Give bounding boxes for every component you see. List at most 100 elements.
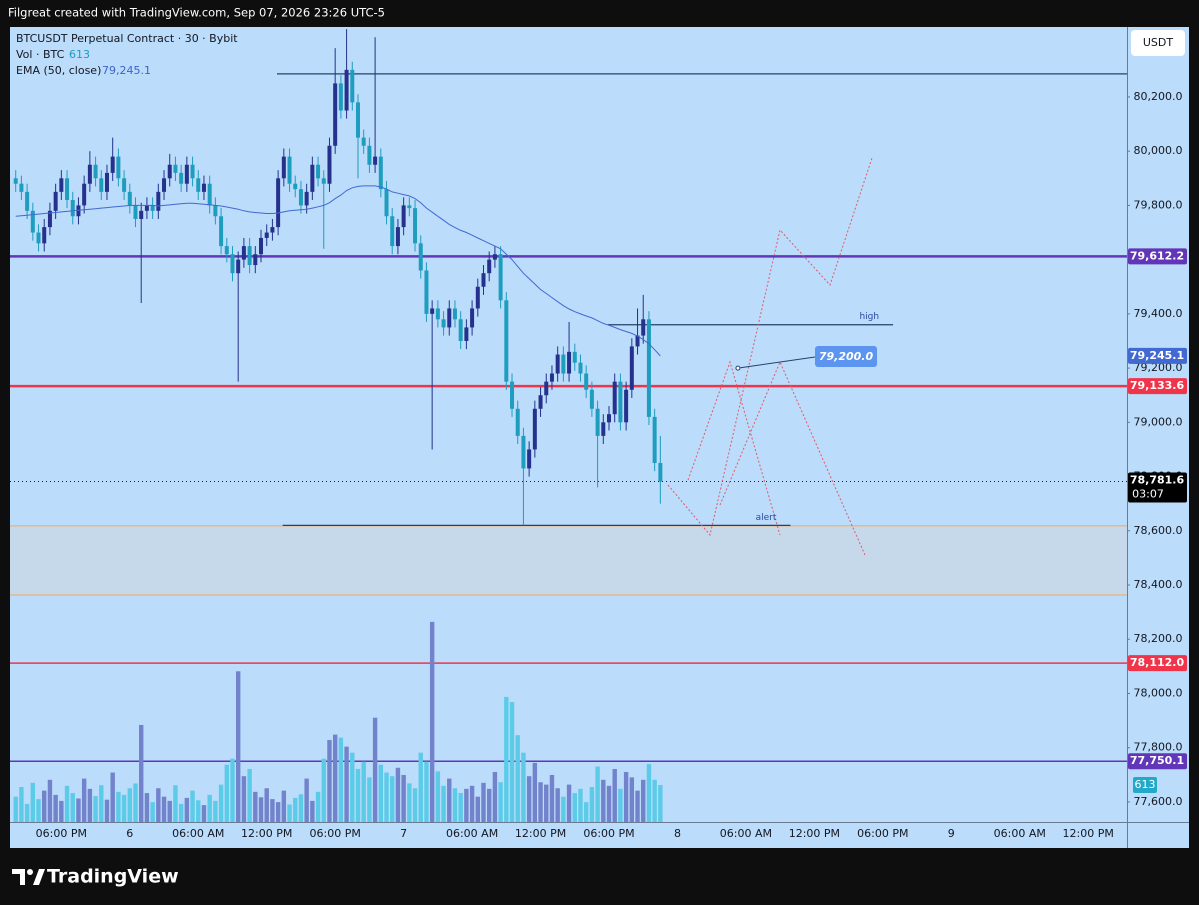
candle-body — [567, 351, 572, 374]
candle-body — [658, 463, 663, 482]
volume-bar — [367, 777, 372, 822]
candle-body — [373, 156, 378, 165]
volume-bar — [344, 746, 349, 822]
candle-body — [76, 205, 81, 217]
volume-bar — [59, 800, 64, 822]
candle-body — [30, 210, 35, 233]
legend-title: BTCUSDT Perpetual Contract · 30 · Bybit — [16, 32, 238, 45]
candle-body — [25, 191, 30, 211]
volume-bar — [156, 788, 161, 822]
candle-body — [447, 308, 452, 328]
plot-area — [10, 29, 1127, 822]
volume-bar — [30, 782, 36, 822]
callout-leader — [737, 356, 816, 369]
volume-label: 613 — [1135, 778, 1156, 791]
volume-bar — [298, 794, 304, 822]
projection-paths — [667, 157, 873, 556]
x-tick-label: 9 — [948, 827, 955, 840]
y-tick-label: 78,200.0 — [1134, 632, 1183, 645]
candle-body — [629, 346, 634, 390]
segment-label: alert — [756, 513, 777, 523]
volume-bar — [475, 796, 480, 822]
volume-bar — [583, 802, 589, 822]
candle-body — [492, 254, 497, 260]
volume-bar — [315, 791, 321, 822]
header-text: Filgreat created with TradingView.com, S… — [8, 6, 385, 20]
volume-label-box — [1133, 777, 1157, 794]
volume-bar — [361, 761, 366, 822]
volume-bar — [447, 778, 452, 822]
volume-bar — [24, 803, 30, 822]
volume-bar — [53, 794, 58, 822]
candle-body — [281, 156, 286, 179]
volume-bar — [150, 802, 155, 822]
candle-body — [230, 254, 235, 274]
volume-bar — [544, 784, 549, 822]
price-line-label: 77,750.1 — [1130, 754, 1184, 767]
x-tick-label: 06:00 PM — [857, 827, 908, 840]
volume-bar — [395, 767, 401, 822]
candle-body — [316, 164, 321, 179]
y-tick-label: 77,800.0 — [1134, 741, 1183, 754]
candle-body — [470, 308, 475, 328]
candle-body — [259, 237, 264, 255]
logo-mark — [12, 869, 25, 885]
y-tick-label: 77,600.0 — [1134, 795, 1183, 808]
candle-body — [156, 191, 161, 211]
candle-body — [555, 354, 560, 374]
volume-bar — [532, 762, 538, 822]
countdown-label: 03:07 — [1132, 488, 1164, 501]
candle-body — [589, 389, 594, 409]
volume-bar — [281, 790, 287, 822]
candle-body — [264, 232, 269, 238]
candle-body — [304, 191, 309, 206]
volume-bar — [412, 788, 418, 822]
candle-body — [70, 199, 75, 217]
candle-body — [378, 156, 383, 190]
candle-body — [527, 449, 532, 469]
candle-body — [498, 254, 503, 301]
legend-volume-name: Vol · BTC — [16, 48, 65, 61]
legend-ema-name: EMA (50, close) — [16, 64, 101, 77]
candle-body — [641, 319, 646, 336]
legend: BTCUSDT Perpetual Contract · 30 · Bybit … — [16, 32, 238, 77]
candle-body — [162, 178, 167, 192]
candle-body — [549, 373, 554, 382]
x-tick-label: 06:00 PM — [36, 827, 87, 840]
candle-body — [190, 164, 195, 179]
price-axis: 80,200.0 80,000.0 79,800.0 79,400.0 79,200.0… — [36, 90, 1187, 840]
candle-body — [618, 381, 623, 423]
candle-body — [133, 205, 138, 219]
volume-bar — [64, 785, 70, 822]
projection-path — [687, 360, 781, 536]
y-tick-label: 79,800.0 — [1134, 198, 1183, 211]
candle-body — [601, 422, 606, 436]
candle-body — [532, 408, 537, 450]
volume-bar — [264, 788, 269, 822]
candle-body — [464, 327, 469, 341]
candle-body — [310, 164, 315, 192]
currency-label[interactable]: USDT — [1143, 36, 1174, 49]
volume-bar — [606, 785, 612, 822]
candle-body — [173, 164, 178, 173]
candle-body — [401, 205, 406, 228]
volume-bar — [372, 717, 378, 822]
candle-body — [179, 172, 184, 184]
candle-body — [544, 381, 549, 396]
volume-bar — [196, 800, 201, 822]
candle-body — [99, 178, 104, 192]
candle-body — [213, 205, 218, 217]
candle-body — [65, 178, 70, 200]
currency-button[interactable] — [1131, 30, 1185, 56]
candle-body — [219, 216, 224, 247]
candle-body — [487, 259, 492, 274]
candle-body — [36, 232, 41, 244]
volume-bar — [338, 737, 344, 822]
candle-body — [435, 308, 440, 320]
y-tick-label: 80,000.0 — [1134, 144, 1183, 157]
candle-body — [390, 216, 395, 247]
y-tick-label: 78,600.0 — [1134, 524, 1183, 537]
callout-point — [735, 365, 741, 371]
candle-body — [87, 164, 92, 184]
brand-logo — [12, 869, 45, 885]
